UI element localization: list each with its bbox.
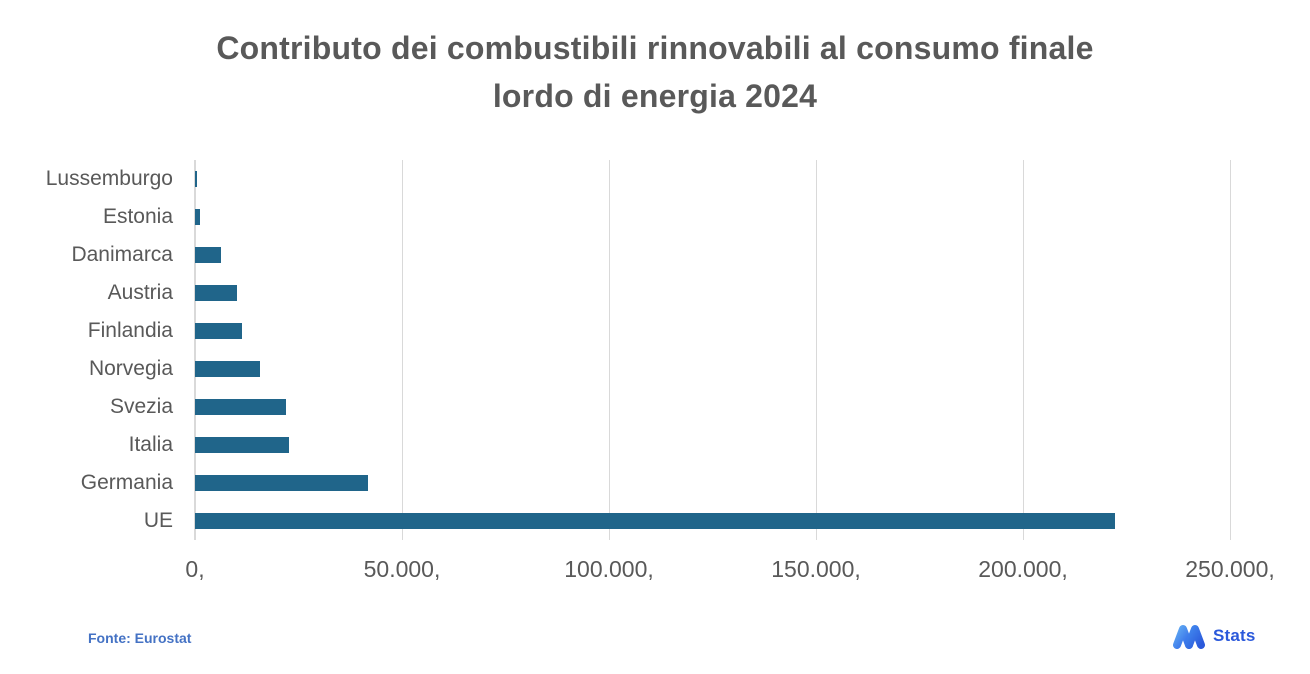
category-label-svezia: Svezia — [109, 395, 173, 418]
gridline-0 — [194, 160, 196, 540]
x-tick-label: 100.000, — [564, 556, 654, 582]
x-tick-label: 200.000, — [978, 556, 1068, 582]
bar-ue — [195, 513, 1116, 529]
category-label-italia: Italia — [128, 433, 173, 456]
category-label-ue: UE — [143, 509, 173, 532]
category-label-norvegia: Norvegia — [88, 357, 173, 380]
category-label-finlandia: Finlandia — [87, 319, 173, 342]
source-note: Fonte: Eurostat — [88, 630, 192, 646]
m-logo-icon — [1173, 625, 1205, 649]
chart-title-line1: Contributo dei combustibili rinnovabili … — [216, 30, 1094, 66]
bar-norvegia — [195, 361, 260, 377]
category-label-germania: Germania — [80, 471, 173, 494]
y-axis-labels: Lussemburgo Estonia Danimarca Austria Finlan… — [0, 160, 173, 540]
bar-svezia — [195, 399, 286, 415]
bar-austria — [195, 285, 237, 301]
brand-name: Stats — [1213, 625, 1256, 645]
chart-title: Contributo dei combustibili rinnovabili … — [0, 24, 1310, 120]
bar-italia — [195, 437, 289, 453]
category-label-austria: Austria — [107, 281, 173, 304]
category-label-danimarca: Danimarca — [71, 243, 173, 266]
brand-logo: Stats — [1172, 622, 1256, 649]
bar-lussemburgo — [195, 171, 198, 187]
bar-germania — [195, 475, 369, 491]
plot-area — [194, 160, 1231, 540]
x-tick-label: 250.000, — [1185, 556, 1275, 582]
chart-title-line2: lordo di energia 2024 — [492, 78, 818, 114]
bar-danimarca — [195, 247, 222, 263]
x-tick-label: 0, — [185, 556, 205, 582]
gridline-250000 — [1230, 160, 1231, 540]
gridline-200000 — [1023, 160, 1024, 540]
gridline-100000 — [609, 160, 610, 540]
category-label-lussemburgo: Lussemburgo — [45, 167, 173, 190]
gridline-150000 — [816, 160, 817, 540]
gridline-50000 — [402, 160, 403, 540]
x-tick-label: 50.000, — [363, 556, 441, 582]
x-axis-labels: 0, 50.000, 100.000, 150.000, 200.000, 250.000… — [185, 556, 1274, 588]
x-tick-label: 150.000, — [771, 556, 861, 582]
bar-estonia — [195, 209, 201, 225]
category-label-estonia: Estonia — [102, 205, 173, 228]
bar-finlandia — [195, 323, 242, 339]
